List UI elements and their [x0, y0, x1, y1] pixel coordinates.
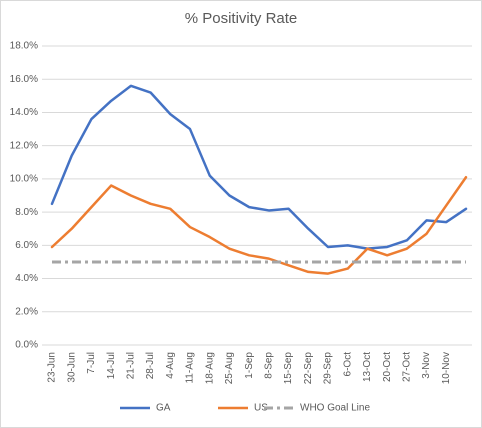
legend-label: WHO Goal Line: [300, 403, 370, 414]
x-tick-label: 14-Jul: [106, 352, 117, 379]
x-tick-label: 1-Sep: [244, 352, 255, 379]
x-tick-label: 13-Oct: [362, 352, 373, 382]
x-tick-label: 27-Oct: [401, 352, 412, 382]
x-tick-label: 11-Aug: [185, 352, 196, 384]
legend-label: GA: [156, 403, 171, 414]
y-tick-label: 10.0%: [10, 174, 38, 185]
x-tick-label: 20-Oct: [382, 352, 393, 382]
x-tick-label: 3-Nov: [421, 352, 432, 379]
y-tick-label: 8.0%: [15, 207, 38, 218]
x-tick-label: 23-Jun: [47, 352, 58, 383]
y-tick-label: 0.0%: [15, 340, 38, 351]
series-line: [50, 84, 468, 250]
y-tick-label: 4.0%: [15, 273, 38, 284]
y-tick-label: 12.0%: [10, 140, 38, 151]
x-tick-label: 25-Aug: [224, 352, 235, 384]
x-tick-label: 7-Jul: [86, 352, 97, 374]
x-tick-label: 30-Jun: [66, 352, 77, 383]
x-tick-label: 15-Sep: [283, 352, 294, 385]
x-tick-label: 21-Jul: [125, 352, 136, 379]
x-tick-label: 4-Aug: [165, 352, 176, 379]
chart-title: % Positivity Rate: [185, 10, 298, 27]
x-tick-label: 29-Sep: [323, 352, 334, 385]
x-tick-label: 8-Sep: [263, 352, 274, 379]
x-tick-label: 10-Nov: [441, 352, 452, 384]
y-tick-label: 16.0%: [10, 74, 38, 85]
legend-label: US: [254, 403, 268, 414]
x-tick-label: 22-Sep: [303, 352, 314, 385]
x-tick-label: 6-Oct: [342, 352, 353, 377]
x-tick-label: 18-Aug: [204, 352, 215, 384]
y-tick-label: 14.0%: [10, 107, 38, 118]
y-tick-label: 6.0%: [15, 240, 38, 251]
y-tick-label: 18.0%: [10, 41, 38, 52]
y-tick-label: 2.0%: [15, 306, 38, 317]
series-line: [50, 175, 468, 275]
x-tick-label: 28-Jul: [145, 352, 156, 379]
